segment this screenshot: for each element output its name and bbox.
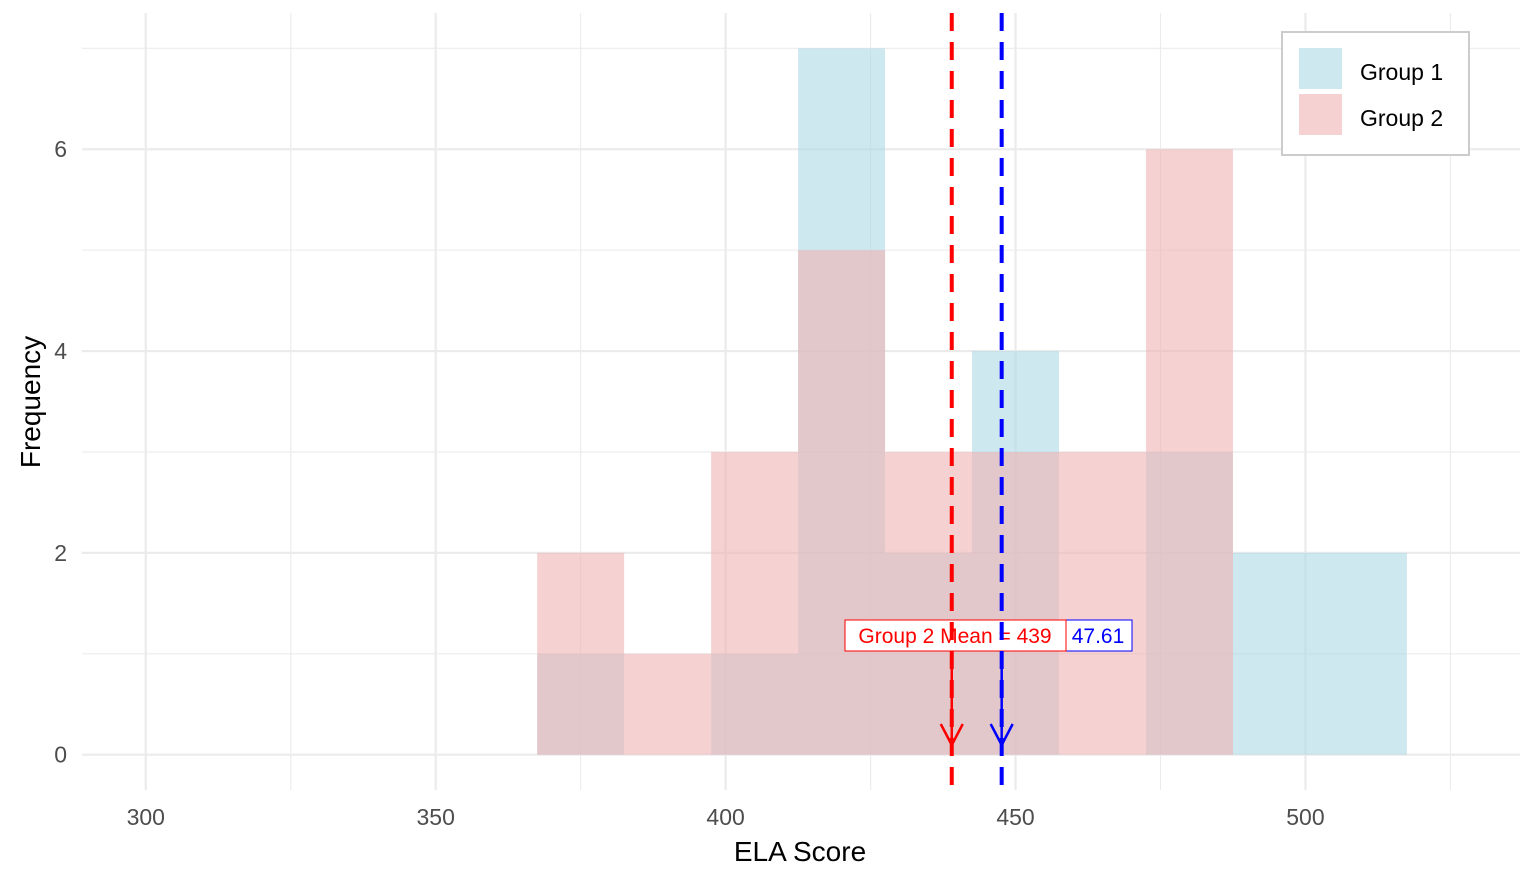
bar-group-2 — [624, 653, 712, 755]
mean-label-text: Group 2 Mean = 439 — [858, 625, 1051, 648]
bar-group-2 — [711, 451, 799, 755]
mean-label-group-1: 47.61 — [1063, 619, 1133, 652]
mean-arrow-head — [989, 723, 1014, 748]
y-axis-title: Frequency — [15, 336, 46, 468]
bar-group-2 — [885, 451, 973, 755]
histogram-bars — [537, 48, 1407, 755]
mean-label-group-2: Group 2 Mean = 439 — [844, 619, 1067, 652]
x-tick-label: 300 — [127, 804, 165, 830]
x-tick-label: 400 — [706, 804, 744, 830]
legend: Group 1 Group 2 — [1281, 31, 1470, 156]
bar-group-2 — [1146, 149, 1233, 755]
bar-group-1 — [1232, 552, 1320, 755]
y-tick-label: 4 — [54, 338, 67, 364]
mean-arrow-head — [939, 723, 964, 748]
tick-labels: 300 350 400 450 500 0 2 4 6 — [54, 136, 1324, 830]
y-tick-label: 0 — [54, 742, 67, 768]
x-tick-label: 350 — [417, 804, 455, 830]
x-tick-label: 500 — [1286, 804, 1324, 830]
legend-item-group-2: Group 2 — [1299, 94, 1443, 135]
legend-label: Group 1 — [1360, 59, 1443, 85]
bar-group-2 — [537, 552, 625, 755]
legend-label: Group 2 — [1360, 105, 1443, 131]
legend-item-group-1: Group 1 — [1299, 48, 1443, 89]
series-2-bars — [537, 149, 1233, 755]
mean-line-group-1 — [989, 13, 1014, 790]
bar-group-2 — [798, 250, 886, 755]
mean-label-box — [844, 619, 1067, 652]
legend-swatch — [1299, 94, 1342, 135]
mean-label-text: 47.61 — [1072, 625, 1125, 648]
mean-annotations: 47.61 Group 2 Mean = 439 — [844, 619, 1133, 652]
y-tick-label: 6 — [54, 136, 67, 162]
mean-label-box — [1063, 619, 1133, 652]
bar-group-1 — [1319, 552, 1407, 755]
bar-group-2 — [972, 451, 1060, 755]
legend-swatch — [1299, 48, 1342, 89]
mean-lines — [939, 13, 1014, 790]
bar-group-2 — [1059, 451, 1147, 755]
x-tick-label: 450 — [996, 804, 1034, 830]
mean-line-group-2 — [939, 13, 964, 790]
y-tick-label: 2 — [54, 540, 67, 566]
x-axis-title: ELA Score — [734, 836, 866, 867]
